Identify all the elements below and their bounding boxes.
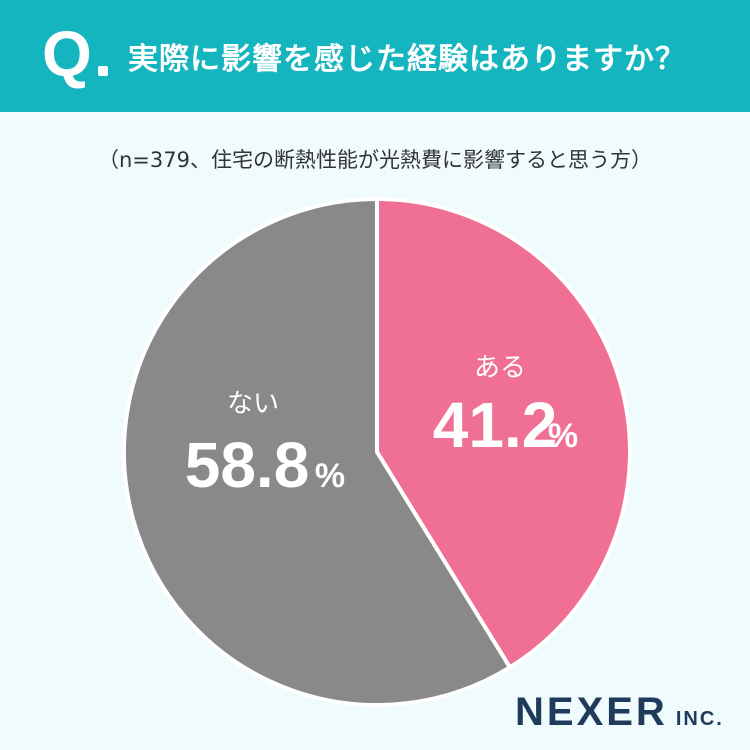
slice-aru-unit: %: [548, 417, 578, 455]
slice-aru-value: 41.2: [433, 389, 558, 461]
nexer-logo: NEXER INC.: [515, 690, 724, 735]
slice-nai: [122, 197, 512, 707]
logo-sub: INC.: [675, 708, 724, 730]
slice-nai-unit: %: [315, 457, 345, 495]
sample-note: （n=379、住宅の断熱性能が光熱費に影響すると思う方）: [98, 148, 652, 172]
slice-aru-label: ある: [474, 353, 526, 383]
slice-nai-label: ない: [227, 389, 279, 419]
q-dot-icon: [98, 66, 108, 76]
slice-nai-value: 58.8: [185, 429, 310, 501]
slice-aru: [375, 197, 632, 670]
question-title: 実際に影響を感じた経験はありますか？: [128, 42, 686, 77]
q-mark: Q: [42, 18, 92, 90]
header-bar: Q 実際に影響を感じた経験はありますか？: [0, 0, 750, 112]
logo-main: NEXER: [515, 690, 668, 734]
